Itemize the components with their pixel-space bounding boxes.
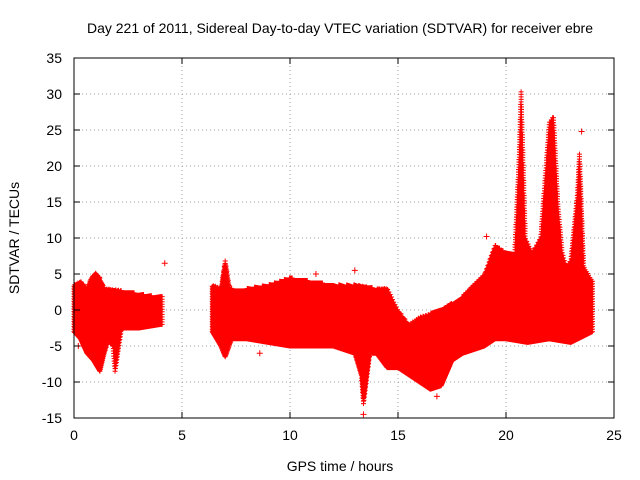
data-point	[256, 350, 263, 357]
data-point	[433, 393, 440, 400]
x-tick-label: 10	[282, 427, 298, 443]
data-point	[483, 233, 490, 240]
chart-title: Day 221 of 2011, Sidereal Day-to-day VTE…	[87, 20, 593, 36]
data-band	[71, 270, 165, 374]
y-tick-label: 15	[46, 194, 62, 210]
y-axis-label: SDTVAR / TECUs	[6, 182, 22, 294]
y-tick-label: 10	[46, 230, 62, 246]
y-tick-label: 0	[54, 302, 62, 318]
x-tick-label: 20	[498, 427, 514, 443]
y-tick-label: 25	[46, 122, 62, 138]
y-tick-label: -10	[42, 374, 62, 390]
x-tick-label: 25	[606, 427, 622, 443]
y-tick-label: 30	[46, 86, 62, 102]
data-points	[71, 89, 595, 418]
data-band	[209, 89, 595, 407]
y-tick-label: -15	[42, 410, 62, 426]
y-tick-label: 35	[46, 50, 62, 66]
x-axis-label: GPS time / hours	[287, 458, 394, 474]
data-point	[161, 260, 168, 267]
data-point	[360, 411, 367, 418]
data-point	[351, 267, 358, 274]
x-tick-label: 0	[70, 427, 78, 443]
data-point	[578, 128, 585, 135]
data-point	[312, 271, 319, 277]
y-tick-label: 20	[46, 158, 62, 174]
data-point	[574, 213, 581, 220]
data-point	[86, 350, 93, 357]
y-tick-label: -5	[50, 338, 63, 354]
grid	[74, 58, 614, 418]
axis-ticks: 0 5 10 15 20 25 -15 -10 -5 0 5 10 15 20 25 30 35	[42, 50, 622, 443]
y-tick-label: 5	[54, 266, 62, 282]
x-tick-label: 5	[178, 427, 186, 443]
x-tick-label: 15	[390, 427, 406, 443]
